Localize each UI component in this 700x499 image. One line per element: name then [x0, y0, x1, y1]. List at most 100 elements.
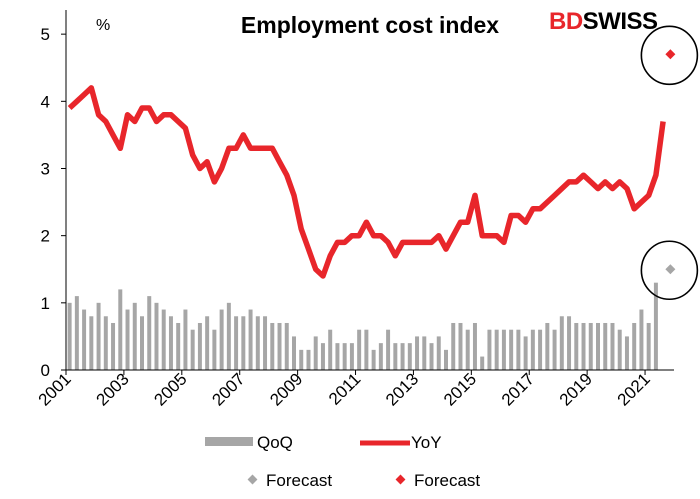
- qoq-bar: [125, 309, 130, 370]
- qoq-bar: [378, 343, 383, 370]
- qoq-bar: [277, 322, 282, 370]
- logo-text: BDSWISS: [549, 8, 658, 35]
- qoq-bar: [509, 329, 514, 370]
- x-tick-label: 2015: [440, 369, 480, 409]
- qoq-bar: [472, 322, 477, 370]
- legend-forecast-yoy-label: Forecast: [414, 471, 480, 490]
- qoq-bar: [530, 329, 535, 370]
- qoq-bar: [132, 302, 137, 370]
- qoq-bar: [393, 343, 398, 370]
- qoq-bar: [422, 336, 427, 370]
- qoq-bar: [270, 322, 275, 370]
- qoq-bar: [357, 329, 362, 370]
- forecast-markers: [640, 25, 699, 301]
- qoq-bar: [632, 322, 637, 370]
- qoq-bar: [292, 336, 296, 370]
- x-tick-label: 2003: [93, 369, 133, 409]
- legend: QoQ YoY Forecast Forecast: [205, 433, 480, 490]
- qoq-bar: [516, 329, 521, 370]
- qoq-bar: [313, 336, 318, 370]
- qoq-bar: [458, 322, 463, 370]
- qoq-bar: [96, 302, 101, 370]
- legend-forecast-qoq-label: Forecast: [266, 471, 332, 490]
- qoq-bar: [111, 322, 116, 370]
- qoq-bar: [205, 316, 210, 370]
- qoq-bar: [183, 309, 188, 370]
- qoq-bar: [190, 329, 195, 370]
- qoq-bar: [429, 343, 434, 370]
- qoq-bar: [161, 309, 166, 370]
- chart-title: Employment cost index: [241, 12, 499, 38]
- x-tick-labels: 2001 2003 2005 2007 2009 2011 2013 2015 2017 2019…: [35, 369, 654, 409]
- qoq-bar: [74, 296, 79, 370]
- y-tick-label: 3: [41, 159, 50, 178]
- qoq-bar: [617, 329, 622, 370]
- qoq-bar: [559, 316, 564, 370]
- qoq-bar: [552, 329, 557, 370]
- qoq-bar: [168, 316, 173, 370]
- forecast-point-qoq: [665, 264, 676, 275]
- qoq-bar: [335, 343, 340, 370]
- y-tick-label: 0: [41, 361, 50, 380]
- qoq-bar: [248, 309, 253, 370]
- qoq-bar: [653, 282, 658, 370]
- legend-forecast-qoq-swatch: [247, 474, 258, 485]
- qoq-bar: [480, 356, 485, 370]
- qoq-bar: [487, 329, 492, 370]
- qoq-bar: [581, 322, 586, 370]
- qoq-bar: [415, 336, 420, 370]
- qoq-bar: [284, 322, 289, 370]
- qoq-bar: [567, 316, 572, 370]
- qoq-bar: [501, 329, 506, 370]
- qoq-bar: [67, 302, 72, 370]
- qoq-bar: [494, 329, 499, 370]
- qoq-bars: [67, 282, 658, 370]
- qoq-bar: [263, 316, 268, 370]
- x-tick-label: 2019: [556, 369, 596, 409]
- brand-logo: BDSWISS: [549, 8, 659, 35]
- y-tick-label: 2: [41, 227, 50, 246]
- y-tick-label: 4: [41, 92, 50, 111]
- x-tick-label: 2005: [150, 369, 190, 409]
- forecast-point-yoy: [665, 49, 676, 60]
- qoq-bar: [523, 336, 528, 370]
- qoq-bar: [255, 316, 260, 370]
- qoq-bar: [451, 322, 456, 370]
- y-tick-label: 1: [41, 294, 50, 313]
- yoy-line-group: [67, 85, 666, 279]
- x-tick-label: 2017: [498, 369, 538, 409]
- legend-qoq-swatch: [205, 437, 253, 446]
- qoq-bar: [574, 322, 579, 370]
- legend-qoq-label: QoQ: [257, 433, 293, 452]
- qoq-bar: [465, 329, 470, 370]
- qoq-bar: [306, 349, 311, 370]
- qoq-bar: [538, 329, 543, 370]
- qoq-bar: [349, 343, 354, 370]
- qoq-bar: [386, 329, 391, 370]
- qoq-bar: [140, 316, 144, 370]
- qoq-bar: [241, 316, 246, 370]
- y-tick-label: 5: [41, 25, 50, 44]
- qoq-bar: [89, 316, 94, 370]
- legend-forecast-yoy-swatch: [395, 474, 406, 485]
- qoq-bar: [82, 309, 87, 370]
- x-tick-label: 2009: [266, 369, 306, 409]
- qoq-bar: [639, 309, 644, 370]
- qoq-bar: [610, 322, 615, 370]
- qoq-bar: [342, 343, 347, 370]
- qoq-bar: [588, 322, 593, 370]
- qoq-bar: [147, 296, 152, 370]
- qoq-bar: [400, 343, 405, 370]
- qoq-bar: [545, 322, 550, 370]
- qoq-bar: [154, 302, 159, 370]
- y-axis-unit: %: [96, 17, 110, 34]
- qoq-bar: [234, 316, 239, 370]
- x-tick-label: 2007: [208, 369, 248, 409]
- qoq-bar: [118, 289, 123, 370]
- qoq-bar: [596, 322, 600, 370]
- qoq-bar: [646, 322, 651, 370]
- qoq-bar: [176, 322, 181, 370]
- qoq-bar: [226, 302, 231, 370]
- qoq-bar: [103, 316, 108, 370]
